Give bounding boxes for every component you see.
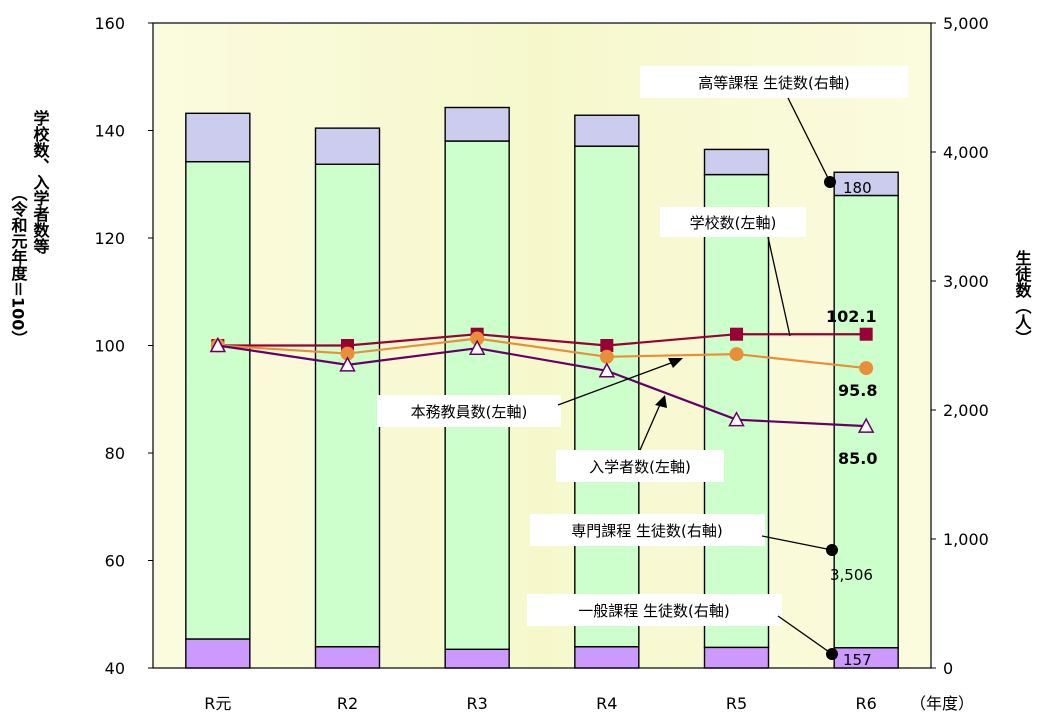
line-point-teachers	[470, 331, 485, 346]
data-label-teachers: 95.8	[838, 381, 877, 400]
line-point-school	[600, 339, 614, 352]
left-tick-label: 60	[105, 552, 125, 571]
bar-segment-2	[185, 112, 251, 163]
data-label-entrants: 85.0	[838, 449, 877, 468]
annotation-koutou: 高等課程 生徒数(右軸)	[698, 74, 849, 92]
line-point-entrants	[339, 356, 356, 372]
annotation-teachers: 本務教員数(左軸)	[411, 403, 528, 421]
bar-segment-1	[314, 163, 381, 648]
line-point-entrants	[468, 339, 486, 355]
line-series-1	[217, 337, 867, 370]
annotation-koutou-dot	[824, 176, 836, 188]
line-point-teachers	[859, 361, 874, 376]
x-tick-label: R3	[467, 694, 488, 713]
left-axis-label-paren: （令和元年度＝100）	[9, 185, 29, 346]
annotation-ippan-box	[527, 594, 782, 626]
line-point-teachers	[599, 349, 614, 364]
bar-segment-1	[574, 145, 640, 648]
bar-segment-1	[185, 160, 251, 640]
left-axis: 40 60 80 100 120 140 160	[94, 14, 153, 678]
right-tick-label: 0	[943, 659, 953, 678]
line-series-2	[217, 344, 867, 428]
left-tick-label: 140	[94, 122, 125, 141]
lines-layer	[209, 327, 875, 433]
annotation-ippan-leader	[777, 615, 833, 655]
bar-segment-0	[185, 638, 251, 669]
annotation-teachers-arrowhead	[668, 358, 683, 368]
left-tick-label: 120	[94, 229, 125, 248]
annotation-teachers-leader	[557, 359, 680, 406]
annotation-senmon: 専門課程 生徒数(右軸)	[571, 522, 722, 540]
bar-segment-0	[703, 646, 770, 669]
right-tick-label: 3,000	[943, 272, 989, 291]
right-tick-label: 1,000	[943, 530, 989, 549]
left-tick-label: 80	[105, 444, 125, 463]
left-tick-label: 40	[105, 659, 125, 678]
x-tick-label: R4	[596, 694, 617, 713]
x-tick-label: R5	[726, 694, 747, 713]
data-label-senmon: 3,506	[830, 566, 873, 584]
data-label-koutou: 180	[843, 179, 872, 197]
annotation-koutou-box	[640, 66, 908, 98]
bar-segment-0	[314, 646, 381, 669]
line-point-teachers	[729, 347, 744, 362]
annotation-entrants-box	[556, 450, 724, 482]
right-axis: 0 1,000 2,000 3,000 4,000 5,000	[931, 14, 989, 678]
bar-segment-2	[574, 114, 640, 147]
annotation-senmon-box	[530, 514, 765, 546]
x-tick-label: R2	[337, 694, 358, 713]
line-point-school	[730, 327, 743, 341]
annotation-entrants: 入学者数(左軸)	[589, 458, 691, 476]
left-axis-label-main: 学校数、入学者数等	[31, 109, 51, 255]
left-tick-label: 100	[94, 337, 125, 356]
line-series-0	[217, 333, 867, 347]
line-point-entrants	[598, 362, 616, 378]
annotation-ippan: 一般課程 生徒数(右軸)	[578, 602, 729, 620]
annotation-teachers-box	[377, 395, 561, 427]
left-tick-label: 160	[94, 14, 125, 33]
data-label-school: 102.1	[826, 307, 877, 326]
annotation-senmon-dot	[826, 544, 838, 556]
right-axis-label: 生徒数（人）	[1013, 249, 1033, 346]
x-tick-label: R元	[204, 694, 231, 713]
x-tick-label: R6	[856, 694, 877, 713]
x-axis: R元 R2 R3 R4 R5 R6	[204, 694, 877, 713]
line-point-entrants	[209, 336, 227, 353]
annotation-school-box	[660, 207, 806, 237]
annotation-ippan-dot	[826, 648, 838, 660]
left-axis-label: 学校数、入学者数等 （令和元年度＝100）	[9, 109, 51, 346]
annotation-entrants-arrowhead	[655, 395, 667, 408]
annotations: 高等課程 生徒数(右軸) 学校数(左軸) 本務教員数(左軸) 入学者数(左軸) …	[377, 66, 908, 660]
bar-segment-0	[574, 646, 640, 669]
annotation-koutou-leader	[787, 97, 831, 183]
bar-segment-2	[314, 127, 381, 165]
right-tick-label: 2,000	[943, 401, 989, 420]
right-tick-label: 5,000	[943, 14, 989, 33]
bar-segment-2	[444, 106, 510, 142]
right-tick-label: 4,000	[943, 143, 989, 162]
line-point-school	[859, 327, 873, 341]
bar-segment-2	[703, 148, 770, 176]
data-label-ippan: 157	[843, 651, 872, 669]
annotation-school: 学校数(左軸)	[690, 214, 777, 232]
annotation-senmon-leader	[761, 535, 833, 551]
x-axis-unit: （年度）	[910, 694, 974, 713]
line-point-teachers	[340, 346, 355, 361]
bar-segment-0	[444, 648, 510, 669]
annotation-school-leader	[767, 236, 791, 337]
line-point-entrants	[857, 417, 875, 433]
line-point-entrants	[728, 411, 745, 427]
annotation-entrants-leader	[639, 399, 663, 451]
